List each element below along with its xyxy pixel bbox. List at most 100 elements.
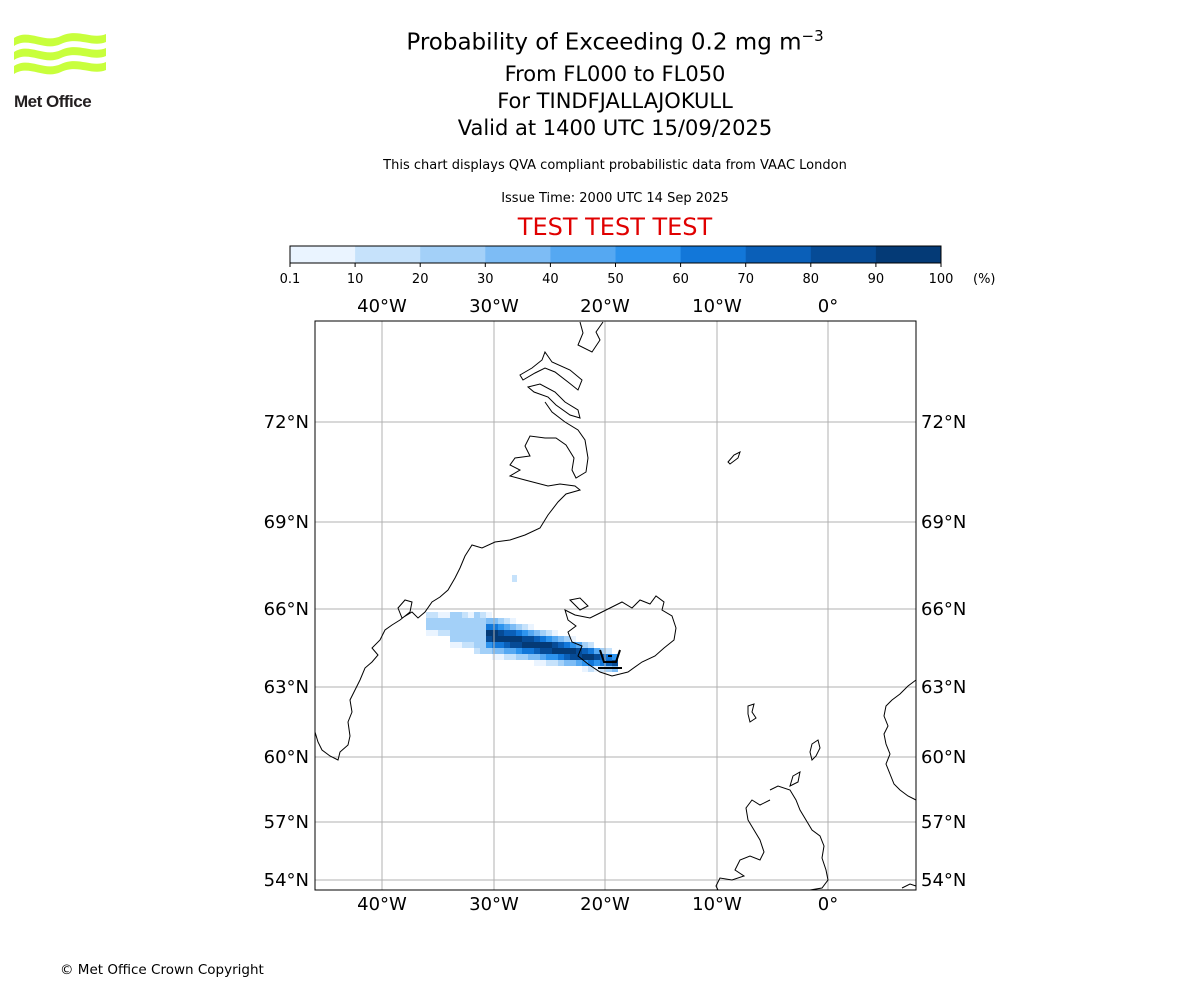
plume-cell [456, 618, 462, 624]
plume-cell [522, 624, 528, 630]
plume-cell [480, 642, 486, 648]
plume-cell [486, 618, 492, 624]
plume-cell [498, 624, 504, 630]
scotland-coast [715, 771, 829, 891]
plume-cell [462, 642, 468, 648]
plume-cell [552, 642, 558, 648]
plume-cell [612, 654, 618, 660]
plume-cell [510, 642, 516, 648]
met-office-waves-icon [14, 33, 106, 75]
colorbar-segment [485, 246, 551, 263]
title-main: Probability of Exceeding 0.2 mg m [406, 29, 802, 56]
plume-cell [576, 648, 582, 654]
plume-cell [570, 636, 576, 642]
plume-cell [474, 630, 480, 636]
plume-cell [540, 642, 546, 648]
plume-cell [474, 618, 480, 624]
plume-cell [504, 654, 510, 660]
lat-label-right: 72°N [921, 412, 966, 433]
plume-cell [528, 648, 534, 654]
plume-cell [582, 642, 588, 648]
plume-cell [498, 654, 504, 660]
shetland-coast [809, 739, 821, 761]
plume-cell [498, 642, 504, 648]
plume-cell [570, 642, 576, 648]
plume-cell [552, 654, 558, 660]
plume-cell [456, 630, 462, 636]
plume-cell [510, 636, 516, 642]
colorbar-segment [745, 246, 812, 263]
copyright-notice: © Met Office Crown Copyright [60, 962, 264, 978]
plume-cell [564, 636, 570, 642]
colorbar-segment [420, 246, 486, 263]
plume-cell [450, 618, 456, 624]
colorbar-segment [680, 246, 747, 263]
plume-cell [522, 642, 528, 648]
plume-cell [468, 624, 474, 630]
plume-cell [558, 636, 564, 642]
plume-cell [498, 630, 504, 636]
plume-cell [468, 642, 474, 648]
plume-cell [528, 654, 534, 660]
plume-cell [528, 624, 534, 630]
plume-cell [516, 654, 522, 660]
plume-cell [492, 636, 498, 642]
plume-cell [512, 575, 517, 582]
plume-cell [474, 648, 480, 654]
plume-cell [522, 654, 528, 660]
plume-cell [480, 624, 486, 630]
plume-cell [510, 648, 516, 654]
plume-cell [576, 660, 582, 666]
lat-label-left: 63°N [264, 677, 309, 698]
plume-cell [474, 612, 480, 618]
plume-cell [546, 660, 552, 666]
plume-cell [492, 618, 498, 624]
plume-cell [510, 630, 516, 636]
plume-cell [492, 624, 498, 630]
plume-cell [546, 654, 552, 660]
plume-cell [600, 648, 606, 654]
plume-cell [468, 630, 474, 636]
plume-cell [492, 648, 498, 654]
plume-cell [462, 612, 468, 618]
norway-coast [883, 679, 917, 801]
plume-cell [528, 636, 534, 642]
lon-label-bottom: 0° [818, 894, 838, 915]
plume-cell [600, 660, 606, 666]
plume-cell [486, 624, 492, 630]
volcano-icon [598, 649, 622, 669]
plume-cell [504, 648, 510, 654]
plume-cell [486, 642, 492, 648]
plume-cell [450, 642, 456, 648]
plume-cell [456, 624, 462, 630]
plume-cell [450, 612, 456, 618]
plume-cell [582, 648, 588, 654]
plume-cell [474, 624, 480, 630]
plume-cell [480, 612, 486, 618]
jan-mayen-coast [727, 451, 741, 465]
lat-label-right: 63°N [921, 677, 966, 698]
plume-cell [504, 630, 510, 636]
axis-labels: 40°W 40°W 30°W 30°W 20°W 20°W 10°W 10°W 0° 0° 72°N… [264, 296, 967, 915]
coastlines [314, 321, 917, 891]
plume-cell [570, 660, 576, 666]
plume-cell [540, 660, 546, 666]
plume-cell [516, 624, 522, 630]
plume-cell [432, 612, 438, 618]
plume-cell [588, 666, 594, 672]
plume-cell [510, 618, 516, 624]
lon-label-bottom: 10°W [692, 894, 742, 915]
lon-label-top: 40°W [357, 296, 407, 317]
plume-cell [504, 618, 510, 624]
plume-cell [552, 648, 558, 654]
colorbar-tick-label: 40 [542, 272, 559, 287]
plume-cell [546, 636, 552, 642]
plume-cell [492, 642, 498, 648]
lon-label-top: 20°W [580, 296, 630, 317]
lat-label-left: 60°N [264, 747, 309, 768]
plume-cell [498, 618, 504, 624]
ash-probability-plume [426, 575, 618, 672]
colorbar-tick-label: 70 [737, 272, 754, 287]
lon-label-top: 10°W [692, 296, 742, 317]
